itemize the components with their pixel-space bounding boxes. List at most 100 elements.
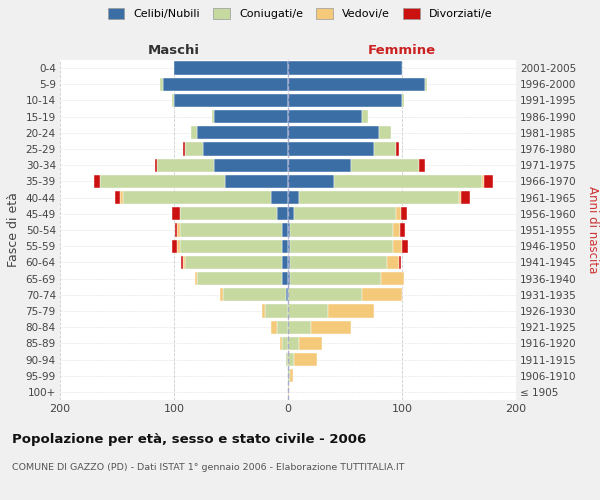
Bar	[180, 240, 283, 253]
Bar	[288, 288, 362, 302]
Bar	[288, 320, 311, 334]
Bar	[290, 240, 393, 253]
Bar	[288, 369, 290, 382]
Bar	[283, 336, 288, 350]
Bar	[393, 224, 400, 236]
Bar	[290, 369, 293, 382]
Bar	[288, 62, 402, 74]
Bar	[194, 272, 197, 285]
Bar	[459, 191, 461, 204]
Bar	[288, 386, 289, 398]
Bar	[288, 336, 299, 350]
Bar	[290, 256, 387, 269]
Bar	[271, 191, 288, 204]
Bar	[174, 62, 288, 74]
Bar	[277, 207, 288, 220]
Bar	[288, 353, 294, 366]
Bar	[155, 158, 157, 172]
Bar	[288, 175, 334, 188]
Bar	[419, 158, 425, 172]
Bar	[288, 191, 299, 204]
Bar	[362, 288, 402, 302]
Text: COMUNE DI GAZZO (PD) - Dati ISTAT 1° gennaio 2006 - Elaborazione TUTTITALIA.IT: COMUNE DI GAZZO (PD) - Dati ISTAT 1° gen…	[12, 463, 404, 472]
Bar	[121, 191, 122, 204]
Bar	[294, 207, 397, 220]
Bar	[294, 353, 317, 366]
Bar	[382, 272, 404, 285]
Bar	[334, 175, 482, 188]
Text: Femmine: Femmine	[368, 44, 436, 58]
Bar	[288, 224, 290, 236]
Bar	[160, 78, 163, 91]
Bar	[185, 142, 203, 156]
Bar	[286, 288, 288, 302]
Bar	[178, 224, 180, 236]
Bar	[288, 94, 402, 107]
Bar	[484, 175, 493, 188]
Bar	[178, 240, 180, 253]
Bar	[387, 256, 398, 269]
Bar	[425, 78, 427, 91]
Bar	[220, 288, 223, 302]
Bar	[290, 272, 382, 285]
Legend: Celibi/Nubili, Coniugati/e, Vedovi/e, Divorziati/e: Celibi/Nubili, Coniugati/e, Vedovi/e, Di…	[108, 8, 492, 19]
Bar	[288, 207, 294, 220]
Bar	[265, 304, 288, 318]
Bar	[397, 207, 401, 220]
Bar	[100, 175, 226, 188]
Bar	[226, 175, 288, 188]
Bar	[212, 110, 214, 124]
Bar	[482, 175, 484, 188]
Bar	[286, 353, 288, 366]
Text: Popolazione per età, sesso e stato civile - 2006: Popolazione per età, sesso e stato civil…	[12, 432, 366, 446]
Bar	[288, 272, 290, 285]
Bar	[398, 256, 401, 269]
Y-axis label: Fasce di età: Fasce di età	[7, 192, 20, 268]
Bar	[288, 158, 350, 172]
Bar	[402, 240, 408, 253]
Bar	[280, 336, 283, 350]
Bar	[277, 320, 288, 334]
Bar	[461, 191, 470, 204]
Bar	[271, 320, 277, 334]
Bar	[288, 126, 379, 140]
Bar	[180, 224, 283, 236]
Bar	[283, 272, 288, 285]
Bar	[115, 191, 121, 204]
Bar	[401, 207, 407, 220]
Bar	[290, 224, 393, 236]
Bar	[163, 78, 288, 91]
Bar	[203, 142, 288, 156]
Bar	[288, 240, 290, 253]
Bar	[373, 142, 397, 156]
Bar	[191, 126, 197, 140]
Bar	[283, 224, 288, 236]
Bar	[288, 256, 290, 269]
Bar	[328, 304, 373, 318]
Bar	[175, 224, 178, 236]
Bar	[214, 158, 288, 172]
Bar	[402, 94, 404, 107]
Bar	[299, 336, 322, 350]
Bar	[183, 256, 185, 269]
Bar	[180, 207, 277, 220]
Bar	[379, 126, 391, 140]
Bar	[185, 256, 283, 269]
Bar	[350, 158, 419, 172]
Bar	[197, 272, 283, 285]
Bar	[288, 78, 425, 91]
Bar	[172, 94, 174, 107]
Bar	[288, 304, 328, 318]
Bar	[122, 191, 271, 204]
Bar	[214, 110, 288, 124]
Bar	[288, 110, 362, 124]
Bar	[174, 94, 288, 107]
Bar	[362, 110, 368, 124]
Bar	[400, 224, 406, 236]
Bar	[157, 158, 214, 172]
Bar	[172, 207, 180, 220]
Bar	[393, 240, 402, 253]
Bar	[288, 142, 373, 156]
Bar	[94, 175, 100, 188]
Y-axis label: Anni di nascita: Anni di nascita	[586, 186, 599, 274]
